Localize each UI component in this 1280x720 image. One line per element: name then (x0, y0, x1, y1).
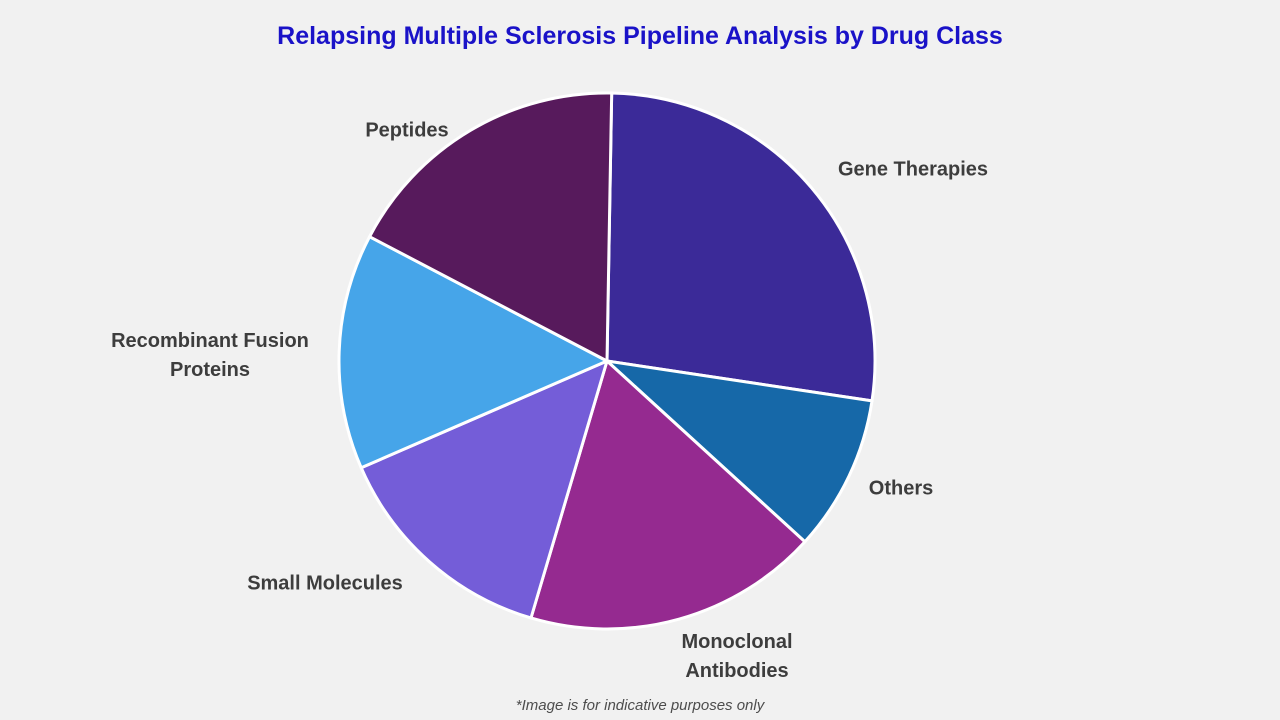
pie-slice-small-molecules[interactable] (359, 359, 609, 620)
pie-slice-monoclonal-antibodies[interactable] (529, 359, 807, 631)
chart-title: Relapsing Multiple Sclerosis Pipeline An… (277, 22, 1003, 50)
pie-slice-peptides[interactable] (368, 91, 614, 363)
footnote: *Image is for indicative purposes only (515, 697, 765, 714)
slice-label-peptides: Peptides (365, 119, 449, 142)
pie-slice-recombinant-fusion-proteins[interactable] (337, 235, 609, 470)
slice-label-gene-therapies: Gene Therapies (837, 158, 989, 181)
slice-label-small-molecules: Small Molecules (247, 572, 403, 595)
slice-label-monoclonal-antibodies: Monoclonal Antibodies (681, 631, 793, 682)
pie-slice-gene-therapies[interactable] (605, 91, 877, 403)
slice-label-others: Others (868, 477, 934, 500)
slice-label-recombinant-fusion-proteins: Recombinant Fusion Proteins (111, 330, 309, 381)
pie-slice-others[interactable] (605, 359, 874, 544)
